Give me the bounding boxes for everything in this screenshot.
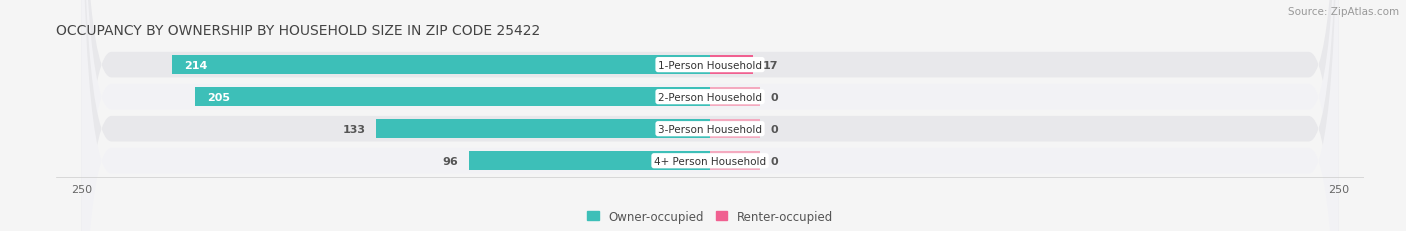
Text: 96: 96 — [443, 156, 458, 166]
Text: 4+ Person Household: 4+ Person Household — [654, 156, 766, 166]
Bar — [194, 88, 710, 106]
Text: 205: 205 — [207, 92, 231, 102]
FancyBboxPatch shape — [82, 0, 1339, 231]
Text: 2-Person Household: 2-Person Household — [658, 92, 762, 102]
Text: 0: 0 — [770, 156, 778, 166]
Text: 133: 133 — [343, 124, 366, 134]
Legend: Owner-occupied, Renter-occupied: Owner-occupied, Renter-occupied — [586, 210, 834, 223]
Text: Source: ZipAtlas.com: Source: ZipAtlas.com — [1288, 7, 1399, 17]
Text: 0: 0 — [770, 92, 778, 102]
Bar — [710, 152, 761, 170]
Text: 214: 214 — [184, 60, 208, 70]
Bar — [710, 120, 761, 138]
FancyBboxPatch shape — [82, 0, 1339, 231]
FancyBboxPatch shape — [82, 0, 1339, 231]
Bar — [468, 152, 710, 170]
Text: 17: 17 — [763, 60, 779, 70]
Text: 0: 0 — [770, 124, 778, 134]
Bar — [710, 88, 761, 106]
FancyBboxPatch shape — [82, 0, 1339, 231]
Text: OCCUPANCY BY OWNERSHIP BY HOUSEHOLD SIZE IN ZIP CODE 25422: OCCUPANCY BY OWNERSHIP BY HOUSEHOLD SIZE… — [56, 24, 540, 38]
Text: 1-Person Household: 1-Person Household — [658, 60, 762, 70]
Bar — [710, 56, 752, 75]
Text: 3-Person Household: 3-Person Household — [658, 124, 762, 134]
Bar — [172, 56, 710, 75]
Bar — [375, 120, 710, 138]
